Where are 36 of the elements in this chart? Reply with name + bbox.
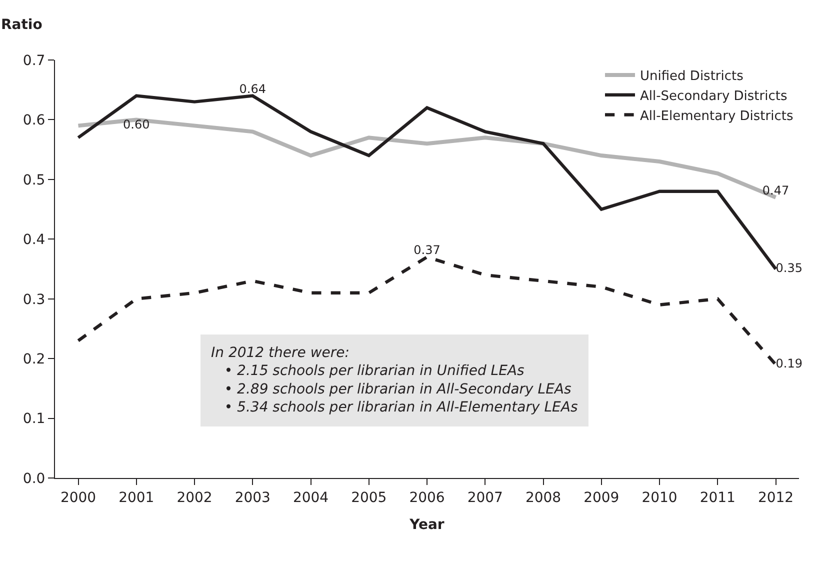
- x-tick-label: 2009: [584, 490, 620, 506]
- x-tick-label: 2000: [60, 490, 96, 506]
- annotation: • 2.15 schools per librarian in Unified LEAs: [211, 363, 524, 380]
- y-tick-label: 0.7: [22, 52, 46, 69]
- annotation: • 5.34 schools per librarian in All-Elementary LEAs: [211, 400, 578, 416]
- data-label: 0.60: [123, 118, 150, 132]
- x-tick-label: 2011: [700, 490, 736, 506]
- annotation: • 2.89 schools per librarian in All-Secondary LEAs: [211, 381, 572, 398]
- data-label: 0.37: [414, 243, 440, 258]
- x-tick-label: 2010: [642, 490, 678, 506]
- y-axis-title: Ratio: [1, 17, 43, 33]
- x-tick-label: 2006: [409, 490, 445, 506]
- legend-label: All-Secondary Districts: [640, 88, 788, 104]
- y-tick-label: 0.3: [22, 292, 46, 308]
- x-tick-label: 2008: [525, 490, 562, 506]
- y-tick-label: 0.6: [22, 112, 46, 129]
- y-tick-label: 0.2: [22, 351, 46, 368]
- x-tick-label: 2005: [351, 490, 387, 506]
- x-tick-label: 2007: [467, 490, 503, 506]
- data-label: 0.19: [776, 356, 802, 371]
- y-tick-label: 0.1: [22, 411, 46, 428]
- text: 0.0: [22, 470, 46, 487]
- x-tick-label: 2012: [758, 490, 794, 506]
- annotation: In 2012 there were:: [211, 345, 350, 361]
- x-tick-label: 2002: [176, 490, 212, 506]
- x-tick-label: 2004: [292, 490, 329, 506]
- x-tick-label: 2001: [118, 490, 154, 506]
- y-tick-label: 0.5: [22, 172, 46, 188]
- x-axis-title: Year: [408, 517, 444, 534]
- legend-label: Unified Districts: [640, 69, 744, 84]
- data-label: 0.47: [762, 183, 790, 198]
- data-label: 0.64: [239, 82, 266, 96]
- data-label: 0.35: [776, 261, 802, 275]
- y-tick-label: 0.4: [22, 232, 46, 248]
- x-tick-label: 2003: [234, 490, 270, 506]
- legend-label: All-Elementary Districts: [640, 108, 794, 124]
